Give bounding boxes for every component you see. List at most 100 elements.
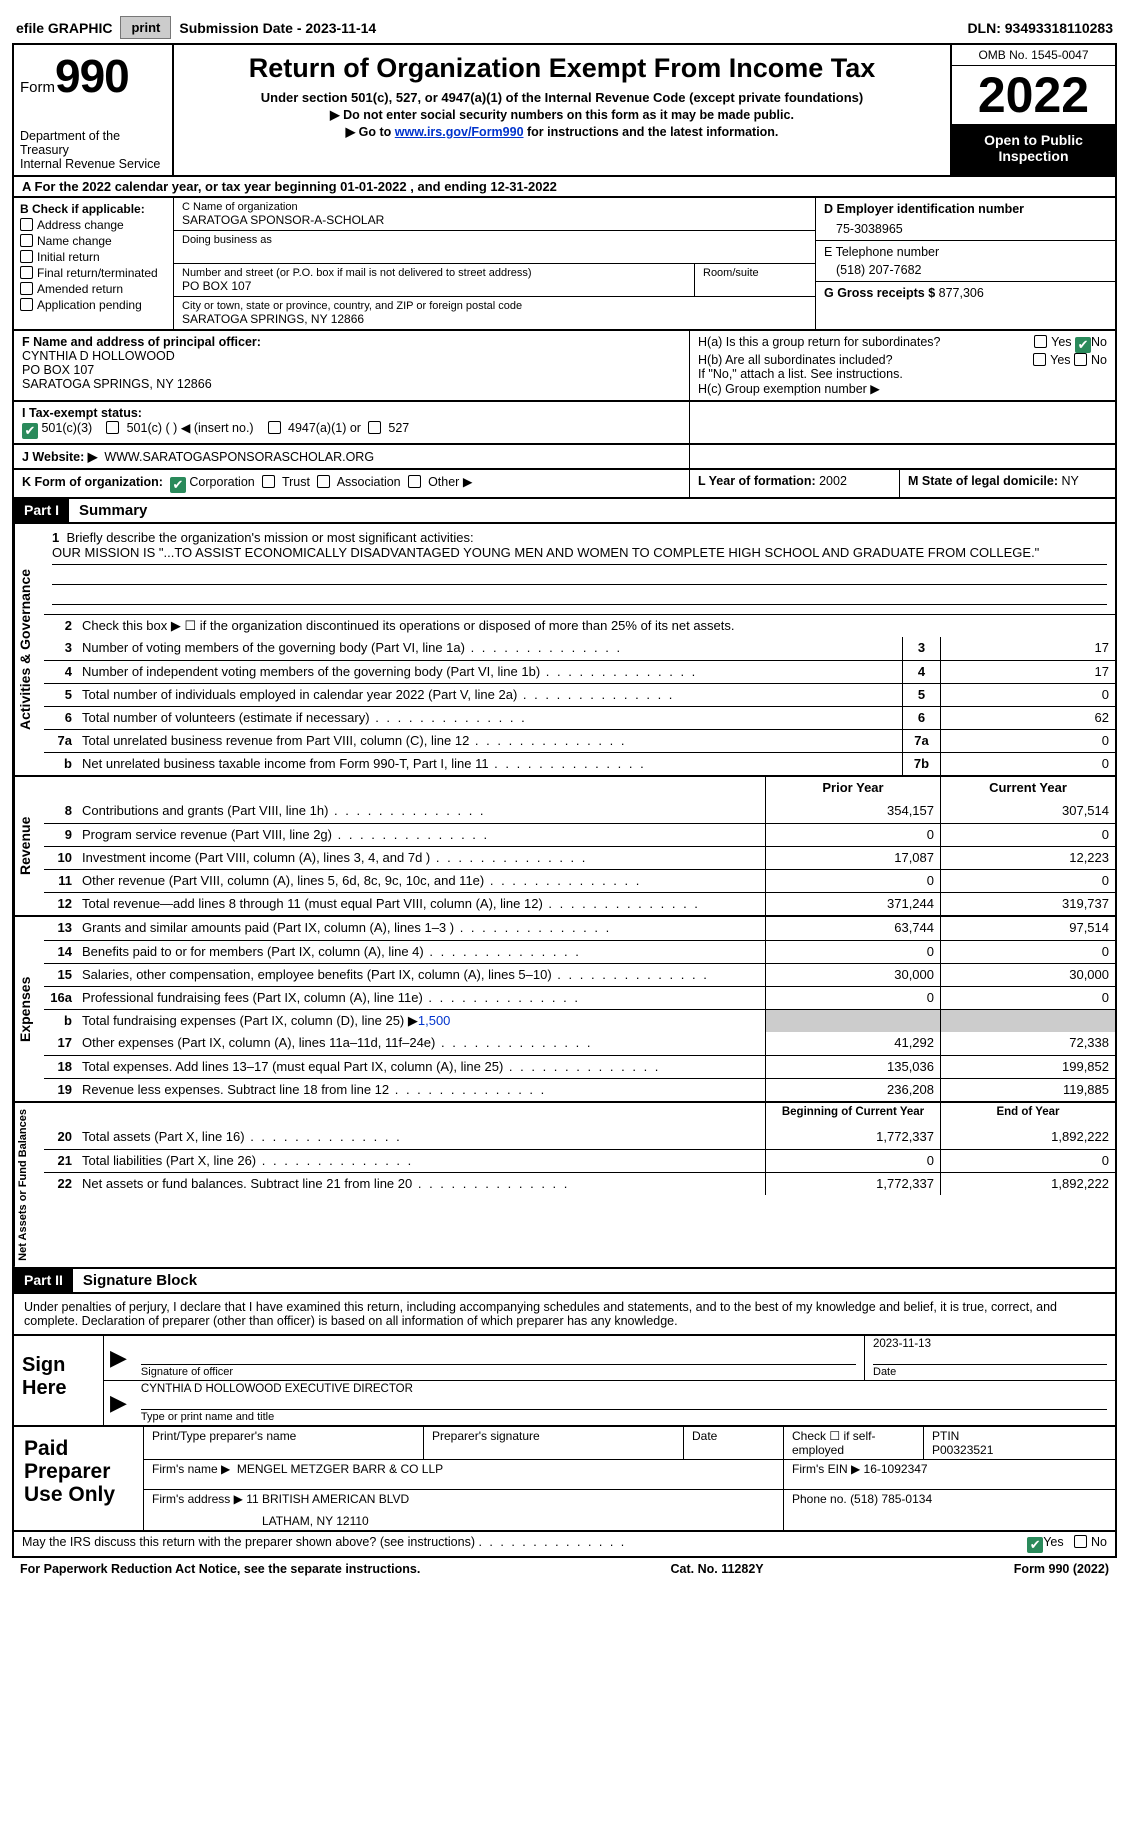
current-value: 0 — [940, 1150, 1115, 1172]
chk-pending[interactable]: Application pending — [20, 298, 167, 312]
current-value: 72,338 — [940, 1032, 1115, 1055]
chk-name-change[interactable]: Name change — [20, 234, 167, 248]
website-label: J Website: ▶ — [22, 450, 97, 464]
preparer-block: Paid Preparer Use Only Print/Type prepar… — [12, 1427, 1117, 1532]
checkbox-icon — [20, 250, 33, 263]
prior-year-hdr: Prior Year — [765, 777, 940, 800]
prior-value: 371,244 — [765, 893, 940, 915]
line-4: 4Number of independent voting members of… — [44, 660, 1115, 683]
revenue-section: Revenue Prior Year Current Year 8Contrib… — [12, 777, 1117, 917]
line-6: 6Total number of volunteers (estimate if… — [44, 706, 1115, 729]
chk-address-change[interactable]: Address change — [20, 218, 167, 232]
officer-name-title: CYNTHIA D HOLLOWOOD EXECUTIVE DIRECTOR — [141, 1383, 1107, 1395]
prep-self-label: Check ☐ if self-employed — [792, 1429, 915, 1457]
line-text: Number of voting members of the governin… — [78, 637, 902, 660]
note2-pre: ▶ Go to — [346, 125, 395, 139]
prep-sig-label: Preparer's signature — [432, 1429, 675, 1443]
firm-addr2: LATHAM, NY 12110 — [152, 1506, 775, 1528]
top-bar: efile GRAPHIC print Submission Date - 20… — [12, 12, 1117, 45]
street-value: PO BOX 107 — [182, 279, 686, 293]
grey-cell — [940, 1010, 1115, 1032]
paperwork-notice: For Paperwork Reduction Act Notice, see … — [20, 1562, 420, 1576]
line-box: 3 — [902, 637, 940, 660]
line-text: Total number of individuals employed in … — [78, 684, 902, 706]
ha-text: H(a) Is this a group return for subordin… — [698, 335, 940, 353]
opt-501c: 501(c) ( ) ◀ (insert no.) — [127, 421, 254, 435]
org-name-cell: C Name of organization SARATOGA SPONSOR-… — [174, 198, 815, 231]
revenue-header-row: Prior Year Current Year — [44, 777, 1115, 800]
opt-527: 527 — [388, 421, 409, 435]
preparer-grid: Print/Type preparer's name Preparer's si… — [144, 1427, 1115, 1530]
checkbox-icon — [1034, 335, 1047, 348]
line-num: 17 — [44, 1032, 78, 1055]
box-l: L Year of formation: 2002 — [690, 470, 900, 497]
current-value: 0 — [940, 824, 1115, 846]
dba-cell: Doing business as — [174, 231, 815, 264]
chk-final-return[interactable]: Final return/terminated — [20, 266, 167, 280]
line-num: 8 — [44, 800, 78, 823]
note2-post: for instructions and the latest informat… — [524, 125, 779, 139]
period-row: A For the 2022 calendar year, or tax yea… — [12, 177, 1117, 198]
chk-initial-return[interactable]: Initial return — [20, 250, 167, 264]
omb-number: OMB No. 1545-0047 — [952, 45, 1115, 66]
irs-label: Internal Revenue Service — [20, 157, 166, 171]
gross-label: G Gross receipts $ — [824, 286, 935, 300]
fundraising-link[interactable]: 1,500 — [418, 1013, 451, 1028]
current-value: 0 — [940, 987, 1115, 1009]
line-value: 0 — [940, 684, 1115, 706]
line-text: Total unrelated business revenue from Pa… — [78, 730, 902, 752]
j-row: J Website: ▶ WWW.SARATOGASPONSORASCHOLAR… — [12, 445, 1117, 470]
dba-label: Doing business as — [182, 234, 807, 246]
checked-icon: ✔ — [170, 477, 186, 493]
box-i: I Tax-exempt status: ✔ 501(c)(3) 501(c) … — [14, 402, 690, 443]
line-16a: 16aProfessional fundraising fees (Part I… — [44, 986, 1115, 1009]
line-value: 0 — [940, 753, 1115, 775]
form-org-label: K Form of organization: — [22, 475, 163, 489]
prior-value: 63,744 — [765, 917, 940, 940]
city-label: City or town, state or province, country… — [182, 300, 807, 312]
prior-value: 0 — [765, 941, 940, 963]
phone-value: (518) 207-7682 — [824, 259, 1107, 277]
irs-link[interactable]: www.irs.gov/Form990 — [395, 125, 524, 139]
current-value: 1,892,222 — [940, 1126, 1115, 1149]
arrow-icon: ▶ — [104, 1390, 133, 1416]
print-button[interactable]: print — [120, 16, 171, 39]
grey-cell — [765, 1010, 940, 1032]
dept-treasury: Department of the Treasury — [20, 129, 166, 157]
ptin-label: PTIN — [932, 1429, 1107, 1443]
prep-row-3: Firm's address ▶ 11 BRITISH AMERICAN BLV… — [144, 1490, 1115, 1530]
current-value: 30,000 — [940, 964, 1115, 986]
form-note-2: ▶ Go to www.irs.gov/Form990 for instruct… — [182, 124, 942, 139]
sig-date-label: Date — [873, 1364, 1107, 1378]
prep-row-1: Print/Type preparer's name Preparer's si… — [144, 1427, 1115, 1460]
line-value: 17 — [940, 637, 1115, 660]
opt-trust: Trust — [282, 475, 310, 489]
chk-amended[interactable]: Amended return — [20, 282, 167, 296]
org-name: SARATOGA SPONSOR-A-SCHOLAR — [182, 213, 807, 227]
part1-num: Part I — [14, 499, 69, 522]
dln-label: DLN: 93493318110283 — [967, 20, 1113, 36]
line-18: 18Total expenses. Add lines 13–17 (must … — [44, 1055, 1115, 1078]
revenue-body: Prior Year Current Year 8Contributions a… — [44, 777, 1115, 915]
current-year-hdr: Current Year — [940, 777, 1115, 800]
line-num: 14 — [44, 941, 78, 963]
line-21: 21Total liabilities (Part X, line 26)00 — [44, 1149, 1115, 1172]
year-form-value: 2002 — [819, 474, 847, 488]
ln-b-text: Total fundraising expenses (Part IX, col… — [78, 1010, 765, 1032]
line-text: Benefits paid to or for members (Part IX… — [78, 941, 765, 963]
form-note-1: ▶ Do not enter social security numbers o… — [182, 107, 942, 122]
current-value: 97,514 — [940, 917, 1115, 940]
officer-label: F Name and address of principal officer: — [22, 335, 261, 349]
prep-phone: (518) 785-0134 — [850, 1492, 932, 1506]
sig-officer-label: Signature of officer — [141, 1364, 856, 1378]
form-title: Return of Organization Exempt From Incom… — [182, 53, 942, 84]
open-inspection: Open to Public Inspection — [952, 126, 1115, 175]
line-3: 3Number of voting members of the governi… — [44, 637, 1115, 660]
form-subtitle: Under section 501(c), 527, or 4947(a)(1)… — [182, 90, 942, 105]
line-text: Salaries, other compensation, employee b… — [78, 964, 765, 986]
sign-here-block: Sign Here ▶ Signature of officer 2023-11… — [12, 1336, 1117, 1427]
line-num: 10 — [44, 847, 78, 869]
cat-no: Cat. No. 11282Y — [671, 1562, 764, 1576]
prior-value: 0 — [765, 987, 940, 1009]
activities-section: Activities & Governance 1 Briefly descri… — [12, 524, 1117, 777]
